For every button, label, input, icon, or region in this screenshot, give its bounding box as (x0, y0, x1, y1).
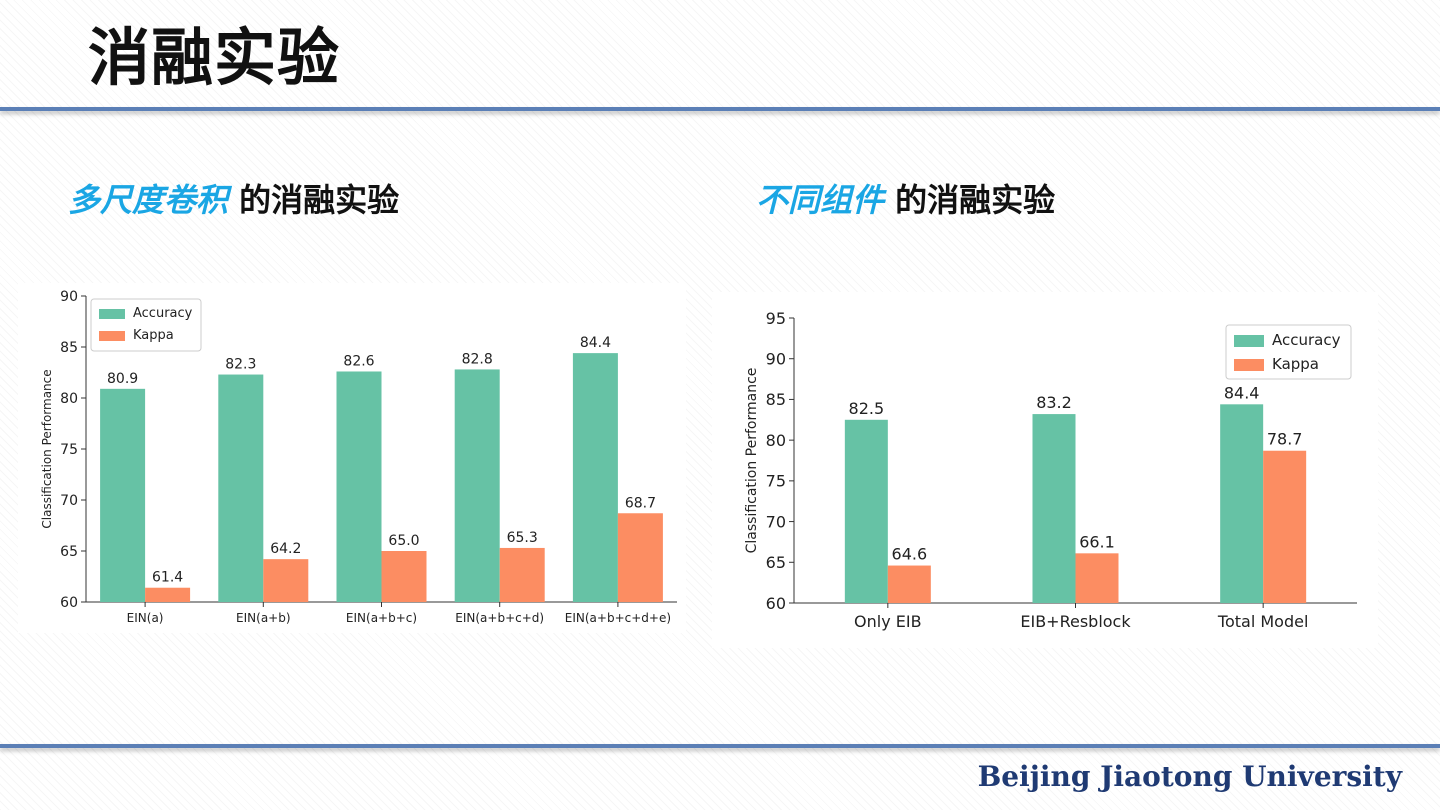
chart-components: 60 65 70 75 80 85 90 95 Classification Performan… (744, 309, 1357, 631)
data-label: 84.4 (1224, 383, 1260, 402)
legend-swatch (1234, 359, 1264, 371)
data-label: 78.7 (1267, 430, 1303, 449)
data-label: 61.4 (152, 570, 183, 586)
data-label: 64.2 (270, 541, 301, 557)
y-tick-label: 95 (766, 309, 786, 328)
x-tick-label: EIN(a+b+c) (346, 611, 417, 625)
bar-kappa (887, 565, 931, 603)
bar-kappa (499, 547, 545, 602)
x-tick-label: EIN(a+b+c+d+e) (565, 611, 671, 625)
x-tick-label: EIB+Resblock (1020, 612, 1131, 631)
bar-accuracy (1220, 404, 1264, 603)
legend-label: Kappa (1272, 355, 1319, 373)
bar-accuracy (844, 419, 888, 603)
data-label: 84.4 (580, 335, 611, 351)
bar-kappa (145, 587, 191, 602)
bar-kappa (1075, 553, 1119, 603)
data-label: 82.6 (343, 353, 374, 369)
bar-kappa (617, 513, 663, 602)
y-tick-label: 90 (60, 289, 78, 305)
section-title-rest: 的消融实验 (884, 181, 1056, 219)
bar-accuracy (336, 371, 382, 602)
footer-divider (0, 744, 1440, 748)
bar-kappa (263, 559, 309, 602)
y-axis-label: Classification Performance (744, 368, 760, 554)
bar-kappa (1263, 450, 1307, 603)
y-tick-label: 75 (766, 472, 786, 491)
footer-university: Beijing Jiaotong University (977, 760, 1402, 793)
y-tick-label: 80 (766, 431, 786, 450)
x-tick-label: EIN(a+b) (236, 611, 291, 625)
page-title: 消融实验 (88, 21, 341, 94)
y-tick-label: 80 (60, 391, 78, 407)
chart-multiscale-panel: 60 65 70 75 80 85 90 Classification Performance… (18, 283, 686, 633)
legend-swatch (99, 309, 125, 319)
header-divider (0, 107, 1440, 111)
legend-label: Accuracy (1272, 331, 1341, 349)
y-tick-label: 65 (766, 553, 786, 572)
chart-components-panel: 60 65 70 75 80 85 90 95 Classification Performan… (712, 292, 1378, 648)
data-label: 66.1 (1079, 532, 1115, 551)
x-tick-label: EIN(a) (127, 611, 164, 625)
y-tick-label: 75 (60, 442, 78, 458)
section-title-components: 不同组件 的消融实验 (756, 178, 1055, 222)
y-tick-label: 70 (60, 493, 78, 509)
legend-label: Kappa (133, 328, 174, 343)
y-tick-label: 60 (766, 594, 786, 613)
data-label: 65.3 (507, 530, 538, 546)
data-label: 64.6 (892, 545, 928, 564)
y-tick-label: 65 (60, 544, 78, 560)
x-tick-label: Total Model (1217, 612, 1309, 631)
bar-accuracy (218, 374, 264, 602)
legend-swatch (99, 331, 125, 341)
data-label: 82.8 (462, 351, 493, 367)
legend-swatch (1234, 335, 1264, 347)
bar-accuracy (454, 369, 500, 602)
data-label: 80.9 (107, 371, 138, 387)
section-title-multiscale: 多尺度卷积 的消融实验 (68, 178, 399, 222)
y-tick-label: 60 (60, 595, 78, 611)
y-tick-label: 90 (766, 349, 786, 368)
bar-accuracy (100, 388, 146, 602)
data-label: 65.0 (388, 533, 419, 549)
bar-accuracy (572, 353, 618, 602)
chart-multiscale: 60 65 70 75 80 85 90 Classification Performance… (40, 289, 677, 625)
bar-kappa (381, 551, 427, 602)
data-label: 83.2 (1036, 393, 1072, 412)
section-title-highlight: 不同组件 (756, 181, 885, 219)
x-tick-label: EIN(a+b+c+d) (455, 611, 544, 625)
legend-label: Accuracy (133, 306, 193, 321)
data-label: 68.7 (625, 495, 656, 511)
y-tick-label: 70 (766, 512, 786, 531)
data-label: 82.5 (849, 399, 885, 418)
y-tick-label: 85 (60, 340, 78, 356)
data-label: 82.3 (225, 357, 256, 373)
y-axis-label: Classification Performance (40, 369, 54, 528)
section-title-rest: 的消融实验 (228, 181, 400, 219)
x-tick-label: Only EIB (854, 612, 922, 631)
y-tick-label: 85 (766, 390, 786, 409)
section-title-highlight: 多尺度卷积 (68, 181, 229, 219)
bar-accuracy (1032, 414, 1076, 603)
